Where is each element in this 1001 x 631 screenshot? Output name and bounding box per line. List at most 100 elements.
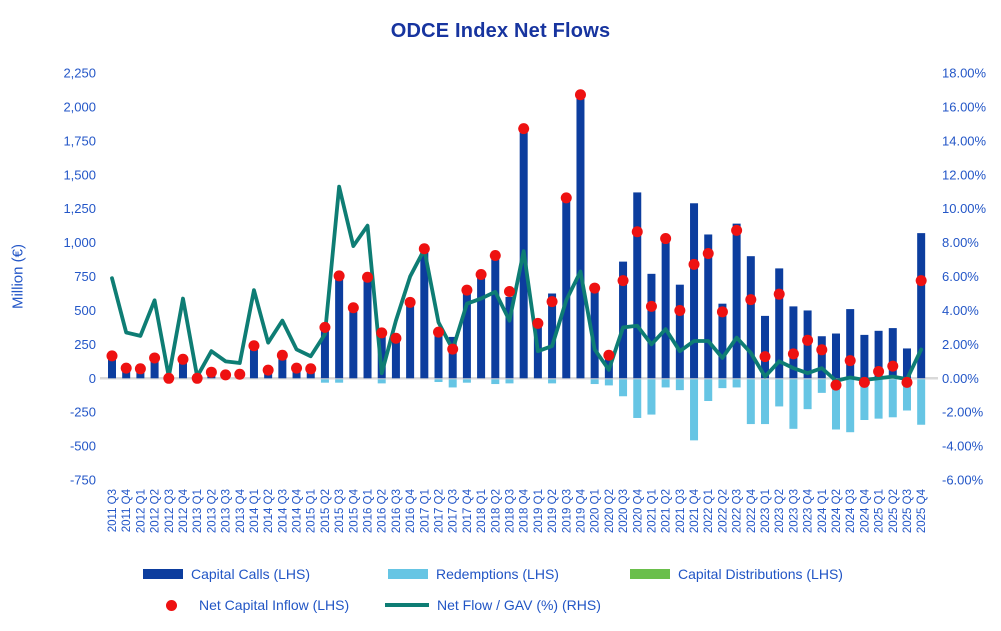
net-capital-inflow-dot — [731, 224, 743, 236]
redemptions-bar — [775, 379, 784, 407]
redemptions-bar — [817, 379, 826, 393]
y-axis-tick-label: 750 — [74, 269, 96, 284]
redemptions-bar — [917, 379, 926, 425]
x-axis-tick-label: 2025 Q2 — [888, 489, 900, 533]
net-capital-inflow-dot — [390, 332, 402, 344]
capital-calls-bar — [406, 305, 415, 379]
x-axis-tick-label: 2021 Q3 — [675, 489, 687, 533]
x-axis-tick-label: 2016 Q3 — [391, 489, 403, 533]
y2-axis-tick-label: -4.00% — [942, 439, 984, 454]
x-axis-tick-label: 2014 Q4 — [292, 488, 304, 533]
y-axis-tick-label: 1,000 — [63, 235, 96, 250]
capital-calls-bar — [888, 328, 897, 379]
x-axis-tick-label: 2013 Q1 — [192, 489, 204, 533]
capital-calls-bar — [278, 356, 287, 379]
y-axis-tick-label: 500 — [74, 303, 96, 318]
plot-area: 2,250 2,000 1,750 1,500 1,250 1,000 750 500 250 0… — [63, 66, 987, 534]
x-axis-tick-label: 2018 Q2 — [490, 489, 502, 533]
net-capital-inflow-dot — [191, 372, 203, 384]
legend-label: Net Flow / GAV (%) (RHS) — [437, 597, 601, 613]
capital-calls-bar — [732, 223, 741, 379]
redemptions-bar — [377, 379, 386, 384]
y2-axis-tick-label: 8.00% — [942, 235, 979, 250]
x-axis-tick-label: 2017 Q3 — [448, 489, 460, 533]
net-capital-inflow-dot — [163, 372, 175, 384]
redemptions-bar — [505, 379, 514, 384]
x-axis-tick-label: 2022 Q4 — [746, 488, 758, 533]
capital-calls-bar — [448, 336, 457, 379]
x-axis-tick-label: 2019 Q2 — [547, 489, 559, 533]
capital-calls-bar — [320, 330, 329, 379]
net-capital-inflow-dot — [887, 360, 899, 372]
net-capital-inflow-dot — [645, 300, 657, 312]
x-axis-tick-label: 2018 Q3 — [504, 489, 516, 533]
capital-calls-bar — [505, 296, 514, 379]
redemptions-bar — [434, 379, 443, 383]
capital-calls-bar — [576, 96, 585, 379]
capital-calls-bar — [647, 273, 656, 379]
net-capital-inflow-dot — [319, 321, 331, 333]
net-capital-inflow-dot — [773, 288, 785, 300]
net-capital-inflow-dot — [901, 376, 913, 388]
redemptions-bar — [491, 379, 500, 385]
net-capital-inflow-dot — [404, 296, 416, 308]
x-axis-tick-label: 2015 Q1 — [306, 489, 318, 533]
x-axis-tick-label: 2014 Q1 — [249, 489, 261, 533]
y-axis-tick-label: 1,500 — [63, 167, 96, 182]
net-capital-inflow-dot — [787, 348, 799, 360]
net-capital-inflow-dot — [134, 363, 146, 375]
x-axis-tick-label: 2024 Q2 — [831, 489, 843, 533]
net-capital-inflow-dot — [873, 366, 885, 378]
net-capital-inflow-swatch-icon — [166, 599, 177, 611]
redemptions-bar — [860, 379, 869, 421]
y2-axis-tick-label: 0.00% — [942, 371, 979, 386]
x-axis-tick-label: 2022 Q1 — [703, 489, 715, 533]
legend-item-redemptions: Redemptions (LHS) — [388, 566, 559, 582]
redemptions-bar — [874, 379, 883, 419]
capital-calls-bar — [775, 268, 784, 379]
x-axis-tick-label: 2011 Q4 — [121, 488, 133, 532]
x-axis-tick-label: 2025 Q3 — [902, 489, 914, 533]
y2-axis-tick-label: 16.00% — [942, 99, 987, 114]
net-capital-inflow-dot — [418, 243, 430, 255]
redemptions-bar — [462, 379, 471, 383]
x-axis-tick-label: 2021 Q2 — [661, 489, 673, 533]
net-capital-inflow-dot — [844, 355, 856, 367]
y2-axis-tick-label: 6.00% — [942, 269, 979, 284]
redemptions-bar — [448, 379, 457, 388]
x-axis-tick-label: 2018 Q4 — [519, 488, 531, 533]
capital-calls-bar — [874, 330, 883, 379]
net-capital-inflow-dot — [631, 226, 643, 238]
capital-calls-bar — [817, 336, 826, 379]
capital-calls-bar — [690, 203, 699, 379]
x-axis-tick-label: 2020 Q1 — [590, 489, 602, 533]
x-axis-tick-label: 2022 Q2 — [717, 489, 729, 533]
y-axis-tick-label: 2,000 — [63, 99, 96, 114]
x-axis-tick-label: 2021 Q4 — [689, 488, 701, 533]
redemptions-bar — [846, 379, 855, 433]
net-capital-inflow-dot — [660, 233, 672, 245]
net-capital-inflow-dot — [333, 270, 345, 282]
legend-item-net-capital-inflow: Net Capital Inflow (LHS) — [152, 597, 349, 613]
x-axis-tick-label: 2019 Q4 — [575, 488, 587, 533]
x-axis-tick-label: 2012 Q1 — [135, 489, 147, 533]
net-capital-inflow-dot — [716, 306, 728, 318]
net-capital-inflow-dot — [376, 327, 388, 339]
net-capital-inflow-dot — [915, 275, 927, 287]
x-axis-tick-label: 2015 Q2 — [320, 489, 332, 533]
net-capital-inflow-dot — [291, 362, 303, 374]
net-capital-inflow-dot — [106, 350, 118, 362]
capital-calls-bar — [477, 276, 486, 379]
redemptions-bar — [761, 379, 770, 425]
y2-axis-tick-label: 12.00% — [942, 167, 987, 182]
net-capital-inflow-dot — [362, 271, 374, 283]
x-axis-tick-label: 2013 Q4 — [235, 488, 247, 533]
x-axis-tick-label: 2014 Q2 — [263, 489, 275, 533]
y2-axis-tick-label: -6.00% — [942, 473, 984, 488]
x-axis-tick-label: 2023 Q3 — [788, 489, 800, 533]
y2-axis-tick-label: -2.00% — [942, 405, 984, 420]
net-capital-inflow-dot — [574, 89, 586, 101]
capital-calls-bar — [633, 192, 642, 379]
x-axis-tick-label: 2015 Q4 — [348, 488, 360, 533]
x-axis-tick-label: 2014 Q3 — [277, 489, 289, 533]
